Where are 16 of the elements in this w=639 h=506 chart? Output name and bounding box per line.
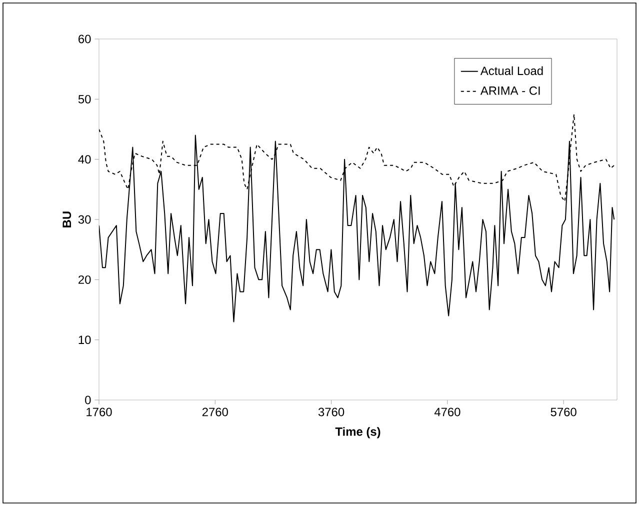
x-axis-title: Time (s) xyxy=(335,427,380,438)
x-tick-label: 3760 xyxy=(318,408,344,416)
legend-label: ARIMA - CI xyxy=(480,86,540,95)
x-tick-label: 4760 xyxy=(434,408,460,416)
y-tick-label: 30 xyxy=(78,215,91,224)
y-tick-label: 60 xyxy=(78,34,91,44)
x-tick-label: 5760 xyxy=(550,408,576,416)
x-tick-label: 1760 xyxy=(86,408,112,416)
legend-label: Actual Load xyxy=(480,66,543,76)
y-tick-label: 40 xyxy=(78,155,91,164)
y-axis-title: BU xyxy=(62,212,72,228)
y-tick-label: 50 xyxy=(78,94,91,104)
y-tick-label: 10 xyxy=(78,336,91,344)
y-tick-label: 0 xyxy=(85,396,91,404)
y-tick-label: 20 xyxy=(78,275,91,284)
x-tick-label: 2760 xyxy=(202,408,228,416)
